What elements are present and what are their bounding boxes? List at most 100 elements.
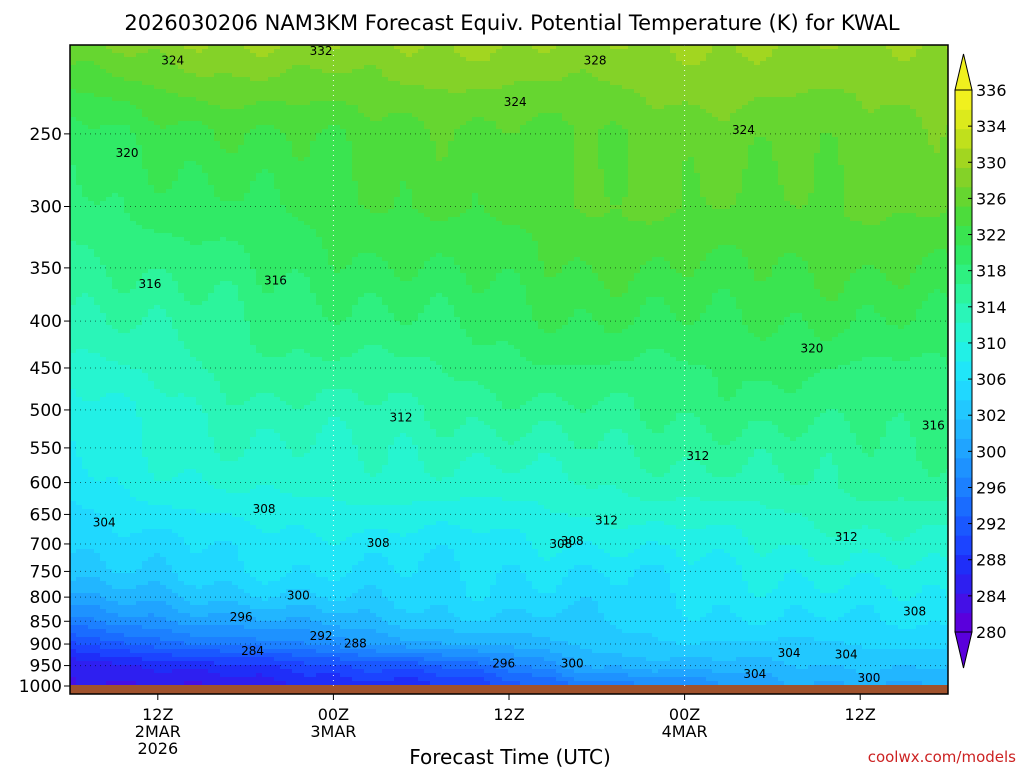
heatmap-cell (214, 613, 221, 618)
heatmap-cell (196, 533, 203, 538)
heatmap-cell (196, 397, 203, 402)
heatmap-cell (238, 225, 245, 230)
heatmap-cell (172, 661, 179, 666)
heatmap-cell (214, 273, 221, 278)
heatmap-cell (190, 257, 197, 262)
heatmap-cell (160, 445, 167, 450)
heatmap-cell (178, 225, 185, 230)
heatmap-cell (250, 245, 257, 250)
heatmap-cell (172, 65, 179, 70)
heatmap-cell (118, 585, 125, 590)
heatmap-cell (106, 657, 113, 662)
heatmap-cell (148, 593, 155, 598)
heatmap-cell (94, 389, 101, 394)
heatmap-cell (238, 289, 245, 294)
heatmap-cell (202, 677, 209, 682)
heatmap-cell (244, 93, 251, 98)
heatmap-cell (100, 93, 107, 98)
heatmap-cell (142, 405, 149, 410)
heatmap-cell (106, 493, 113, 498)
heatmap-cell (184, 81, 191, 86)
heatmap-cell (160, 369, 167, 374)
heatmap-cell (178, 613, 185, 618)
heatmap-cell (148, 481, 155, 486)
heatmap-cell (88, 569, 95, 574)
heatmap-cell (208, 221, 215, 226)
heatmap-cell (76, 77, 83, 82)
heatmap-cell (214, 69, 221, 74)
heatmap-cell (88, 165, 95, 170)
heatmap-cell (220, 581, 227, 586)
heatmap-cell (196, 485, 203, 490)
heatmap-cell (106, 669, 113, 674)
heatmap-cell (238, 549, 245, 554)
heatmap-cell (106, 217, 113, 222)
heatmap-cell (250, 137, 257, 142)
heatmap-cell (208, 61, 215, 66)
heatmap-cell (250, 289, 257, 294)
heatmap-cell (70, 377, 77, 382)
heatmap-cell (238, 345, 245, 350)
heatmap-cell (214, 457, 221, 462)
heatmap-cell (208, 537, 215, 542)
heatmap-cell (184, 621, 191, 626)
heatmap-cell (160, 305, 167, 310)
heatmap-cell (196, 465, 203, 470)
heatmap-cell (82, 141, 89, 146)
heatmap-cell (76, 469, 83, 474)
heatmap-cell (208, 337, 215, 342)
heatmap-cell (178, 473, 185, 478)
heatmap-cell (124, 465, 131, 470)
heatmap-cell (238, 261, 245, 266)
heatmap-cell (148, 625, 155, 630)
heatmap-cell (118, 509, 125, 514)
heatmap-cell (196, 281, 203, 286)
heatmap-cell (202, 101, 209, 106)
heatmap-cell (220, 109, 227, 114)
heatmap-cell (118, 289, 125, 294)
heatmap-cell (232, 645, 239, 650)
heatmap-cell (190, 197, 197, 202)
heatmap-cell (76, 385, 83, 390)
heatmap-cell (202, 149, 209, 154)
heatmap-cell (70, 413, 77, 418)
heatmap-cell (166, 401, 173, 406)
heatmap-cell (88, 617, 95, 622)
heatmap-cell (190, 109, 197, 114)
heatmap-cell (88, 681, 95, 686)
heatmap-cell (172, 605, 179, 610)
heatmap-cell (238, 129, 245, 134)
heatmap-cell (184, 281, 191, 286)
heatmap-cell (76, 57, 83, 62)
heatmap-cell (70, 613, 77, 618)
heatmap-cell (208, 257, 215, 262)
heatmap-cell (94, 681, 101, 686)
heatmap-cell (250, 197, 257, 202)
heatmap-cell (220, 357, 227, 362)
heatmap-cell (142, 545, 149, 550)
heatmap-cell (106, 57, 113, 62)
heatmap-cell (244, 621, 251, 626)
heatmap-cell (124, 349, 131, 354)
heatmap-cell (178, 585, 185, 590)
heatmap-cell (130, 545, 137, 550)
heatmap-cell (148, 213, 155, 218)
heatmap-cell (196, 673, 203, 678)
heatmap-cell (76, 561, 83, 566)
heatmap-cell (172, 457, 179, 462)
heatmap-cell (202, 325, 209, 330)
heatmap-cell (232, 305, 239, 310)
heatmap-cell (130, 197, 137, 202)
heatmap-cell (214, 305, 221, 310)
heatmap-cell (94, 385, 101, 390)
heatmap-cell (232, 149, 239, 154)
heatmap-cell (232, 469, 239, 474)
heatmap-cell (172, 509, 179, 514)
heatmap-cell (184, 61, 191, 66)
heatmap-cell (184, 97, 191, 102)
heatmap-cell (208, 541, 215, 546)
heatmap-cell (214, 469, 221, 474)
heatmap-cell (106, 185, 113, 190)
heatmap-cell (166, 405, 173, 410)
